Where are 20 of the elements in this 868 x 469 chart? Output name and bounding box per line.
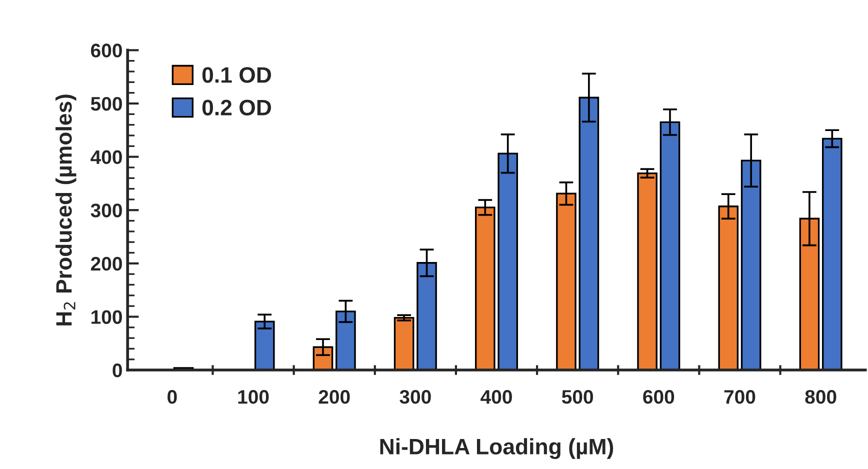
y-tick-label: 600 [91, 44, 122, 58]
x-tick-label: 0 [168, 390, 177, 404]
y-tick-label: 300 [90, 204, 122, 218]
x-tick-label: 400 [480, 390, 512, 404]
x-tick-label: 800 [805, 390, 836, 404]
x-tick-label: 100 [238, 390, 269, 404]
y-tick-label: 100 [92, 310, 122, 324]
y-axis-title: H$_{2}$ Produced (µmoles) [56, 94, 76, 326]
x-tick-label: 300 [400, 390, 431, 404]
x-tick-label: 700 [724, 390, 756, 404]
legend-label: 0.2 OD [202, 100, 272, 116]
y-tick-label: 500 [90, 96, 122, 111]
x-tick-label: 600 [643, 390, 674, 404]
y-tick-label: 200 [90, 256, 122, 271]
x-tick-label: 500 [562, 390, 593, 404]
y-tick-label: 400 [90, 150, 122, 164]
legend-label: 0.1 OD [202, 67, 272, 83]
y-tick-label: 0 [112, 364, 122, 378]
x-tick-label: 200 [318, 390, 350, 404]
x-axis-title: Ni-DHLA Loading (µM) [380, 438, 614, 459]
